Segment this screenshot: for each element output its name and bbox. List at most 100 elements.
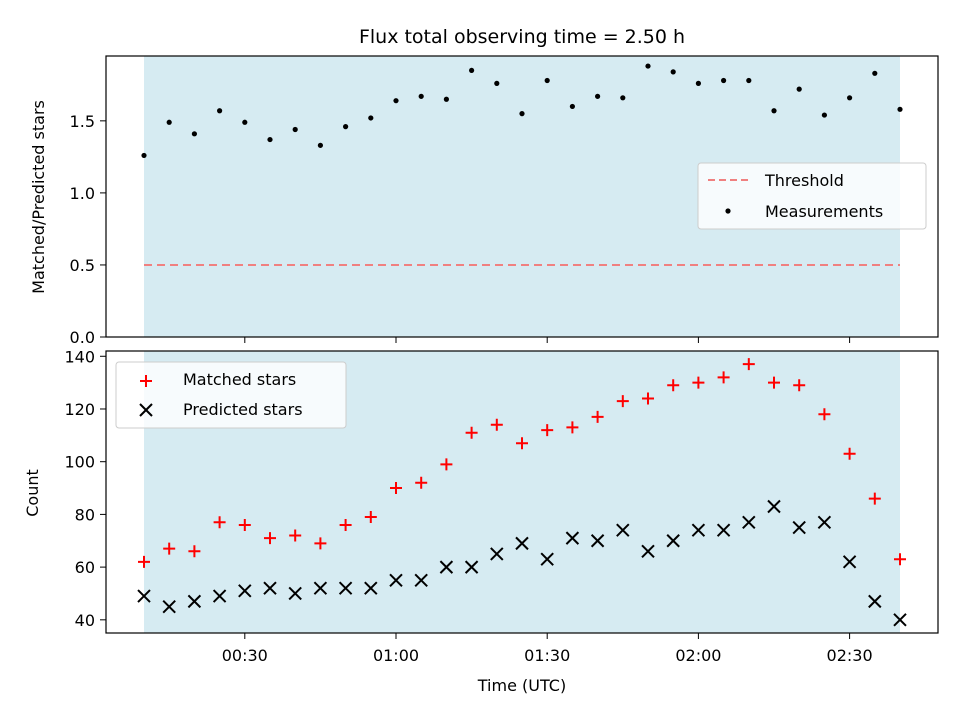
- y-tick-label: 140: [64, 347, 95, 366]
- measurement-point: [267, 136, 273, 143]
- count-legend: Matched stars Predicted stars: [115, 361, 347, 429]
- predicted-stars-point: [540, 552, 554, 566]
- matched-stars-point: [213, 516, 226, 529]
- measurement-point: [217, 108, 223, 114]
- count-axes-frame: [105, 350, 939, 634]
- count-y-axis-label: Count: [23, 469, 42, 517]
- measurement-point: [443, 96, 449, 102]
- measurement-point: [418, 93, 424, 99]
- matched-stars-point: [364, 511, 377, 524]
- legend-measurements-label: Measurements: [765, 202, 883, 221]
- matched-stars-point: [692, 376, 705, 389]
- predicted-stars-point: [842, 555, 857, 569]
- measurement-point: [721, 77, 727, 84]
- matched-stars-point: [818, 408, 831, 421]
- y-tick-label: 60: [75, 558, 95, 577]
- y-tick-label: 1.0: [70, 184, 95, 203]
- matched-stars-point: [843, 447, 856, 460]
- x-axis-label: Time (UTC): [477, 676, 566, 695]
- matched-stars-point: [541, 424, 554, 437]
- legend-matched-label: Matched stars: [183, 370, 296, 389]
- y-tick-label: 0.5: [70, 256, 95, 275]
- predicted-stars-point: [313, 581, 328, 595]
- y-tick-label: 120: [64, 400, 95, 419]
- predicted-stars-point: [187, 594, 202, 609]
- matched-stars-point: [440, 458, 453, 471]
- predicted-stars-point: [868, 594, 882, 609]
- measurement-point: [821, 112, 828, 118]
- matched-stars-point: [314, 537, 327, 550]
- measurement-point: [292, 126, 298, 133]
- predicted-stars-point: [590, 534, 605, 548]
- matched-stars-point: [742, 358, 755, 371]
- predicted-stars-point: [742, 515, 756, 530]
- matched-stars-point: [566, 421, 579, 434]
- matched-stars-point: [289, 529, 302, 542]
- measurement-point: [469, 67, 475, 74]
- measurement-point: [897, 106, 903, 112]
- measurement-point: [242, 119, 248, 125]
- measurement-point: [771, 108, 777, 114]
- matched-stars-point: [163, 542, 176, 555]
- predicted-stars-point: [666, 534, 680, 548]
- count-legend-box: [115, 361, 347, 429]
- measurement-point: [595, 93, 601, 99]
- measurement-point: [317, 142, 323, 148]
- predicted-stars-point: [792, 520, 806, 535]
- y-tick-label: 100: [64, 453, 95, 472]
- predicted-stars-point: [817, 515, 832, 530]
- x-tick-label: 02:30: [827, 646, 873, 665]
- predicted-stars-point: [364, 581, 378, 595]
- x-tick-label: 01:30: [524, 646, 570, 665]
- y-tick-label: 80: [75, 505, 95, 524]
- predicted-stars-point: [515, 536, 529, 551]
- x-tick-label: 01:00: [373, 646, 419, 665]
- predicted-stars-point: [565, 531, 580, 545]
- matched-stars-point: [768, 376, 780, 389]
- matched-stars-point: [390, 482, 402, 495]
- measurement-point: [141, 152, 147, 159]
- legend-matched-swatch: [140, 375, 152, 387]
- matched-stars-point: [868, 492, 881, 505]
- measurement-point: [393, 98, 399, 104]
- measurement-point: [695, 80, 702, 86]
- matched-stars-point: [894, 553, 906, 566]
- predicted-stars-point: [162, 599, 176, 614]
- y-tick-label: 0.0: [70, 328, 95, 347]
- matched-stars-point: [717, 371, 730, 384]
- measurement-point: [519, 111, 525, 117]
- matched-stars-point: [238, 518, 251, 531]
- predicted-stars-point: [389, 573, 403, 587]
- matched-stars-point: [591, 410, 604, 423]
- measurement-point: [620, 95, 626, 101]
- count-panel: 40 60 80 100 120 140 00:30 01:00 01:30 02:00 02:3…: [23, 347, 939, 695]
- predicted-stars-point: [691, 523, 706, 537]
- measurement-point: [494, 80, 500, 86]
- matched-stars-point: [415, 476, 428, 489]
- ratio-axes-frame: [105, 55, 939, 338]
- ratio-legend-box: [697, 162, 927, 230]
- predicted-stars-point: [414, 573, 428, 587]
- x-tick-label: 02:00: [675, 646, 721, 665]
- predicted-stars-point: [288, 586, 302, 601]
- predicted-stars-point: [490, 547, 504, 561]
- measurement-point: [544, 77, 550, 84]
- predicted-stars-point: [893, 613, 907, 627]
- measurement-point: [847, 95, 853, 101]
- measurement-point: [796, 86, 802, 92]
- matched-stars-point: [642, 392, 654, 405]
- predicted-stars-point: [338, 581, 353, 595]
- measurement-point: [645, 63, 651, 69]
- predicted-stars-point: [641, 544, 655, 559]
- predicted-stars-point: [616, 523, 630, 537]
- predicted-stars-point: [767, 499, 781, 514]
- predicted-stars-point: [464, 560, 479, 574]
- legend-measurements-swatch: [725, 208, 731, 214]
- x-tick-label: 00:30: [222, 646, 268, 665]
- matched-stars-point: [667, 379, 680, 392]
- matched-stars-point: [188, 545, 201, 558]
- measurement-point: [569, 103, 576, 110]
- measurement-point: [872, 70, 878, 76]
- matched-stars-point: [516, 437, 528, 450]
